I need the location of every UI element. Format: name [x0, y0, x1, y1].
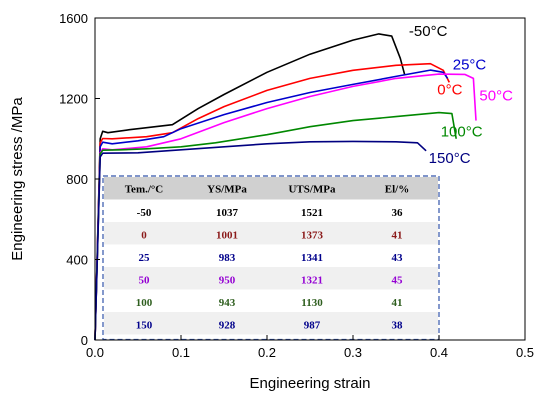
x-axis-title: Engineering strain — [250, 375, 371, 392]
y-tick-label: 1200 — [59, 92, 88, 107]
x-tick-label: 0.1 — [172, 345, 190, 360]
series-label: 25°C — [453, 56, 487, 73]
x-tick-label: 0.0 — [86, 345, 104, 360]
series-line — [94, 62, 451, 341]
table-cell: -50 — [137, 207, 152, 219]
table-cell: 1373 — [301, 229, 324, 241]
y-tick-label: 400 — [66, 253, 88, 268]
table-cell: 928 — [219, 319, 236, 331]
series-line — [94, 69, 449, 341]
series-label: 0°C — [437, 81, 462, 98]
properties-table: Tem./°C YS/MPa UTS/MPa El/% -50 1037 1521 36 0 10… — [102, 175, 440, 341]
table-cell: 38 — [392, 319, 404, 331]
table-cell: 1341 — [301, 252, 323, 264]
table-header-cell: YS/MPa — [207, 183, 247, 195]
table-row-bg — [104, 222, 438, 245]
table-cell: 50 — [139, 274, 151, 286]
series-label: 100°C — [441, 124, 483, 141]
table-cell: 0 — [141, 229, 147, 241]
table-cell: 950 — [219, 274, 236, 286]
series-line — [94, 140, 427, 341]
x-tick-label: 0.4 — [430, 345, 448, 360]
series-line — [94, 111, 457, 341]
axes: 0.0 0.1 0.2 0.3 0.4 0.5 0 400 800 1200 1600 — [59, 11, 534, 360]
series-layer — [94, 33, 477, 341]
table-cell: 1521 — [301, 207, 323, 219]
table-header-cell: UTS/MPa — [288, 183, 336, 195]
table-cell: 1321 — [301, 274, 323, 286]
table-cell: 100 — [136, 297, 153, 309]
table-cell: 43 — [392, 252, 404, 264]
series-label: -50°C — [409, 23, 448, 40]
series-label: 50°C — [479, 88, 513, 105]
table-cell: 1037 — [216, 207, 239, 219]
y-axis-title: Engineering stress /MPa — [9, 97, 26, 261]
table-header-bg — [104, 177, 438, 200]
x-tick-label: 0.3 — [344, 345, 362, 360]
table-cell: 36 — [392, 207, 404, 219]
series-line — [94, 73, 477, 341]
table-cell: 150 — [136, 319, 153, 331]
table-cell: 41 — [392, 229, 403, 241]
table-cell: 943 — [219, 297, 236, 309]
table-header-cell: El/% — [385, 183, 409, 195]
table-cell: 41 — [392, 297, 403, 309]
table-header-cell: Tem./°C — [125, 183, 164, 195]
series-label: 150°C — [429, 150, 471, 167]
y-tick-label: 1600 — [59, 11, 88, 26]
table-cell: 45 — [392, 274, 404, 286]
series-labels: -50°C 25°C 0°C 50°C 100°C 150°C — [409, 23, 513, 167]
table-cell: 25 — [139, 252, 151, 264]
table-cell: 987 — [304, 319, 321, 331]
table-cell: 1130 — [301, 297, 323, 309]
table-cell: 1001 — [216, 229, 238, 241]
table-row-bg — [104, 312, 438, 335]
y-tick-label: 0 — [81, 333, 88, 348]
x-tick-label: 0.2 — [258, 345, 276, 360]
table-row-bg — [104, 267, 438, 290]
y-tick-label: 800 — [66, 172, 88, 187]
x-tick-label: 0.5 — [516, 345, 534, 360]
table-cell: 983 — [219, 252, 236, 264]
series-line — [94, 33, 406, 341]
